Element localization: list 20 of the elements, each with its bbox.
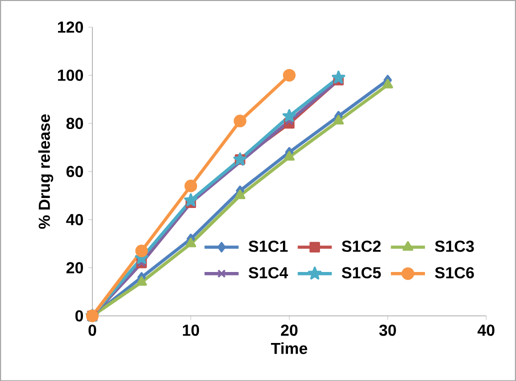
y-tick-label: 20 <box>66 262 83 274</box>
legend-label: S1C4 <box>248 266 288 278</box>
x-tick-label: 0 <box>88 324 96 336</box>
y-tick-label: 100 <box>58 69 83 81</box>
legend-label: S1C2 <box>342 240 381 252</box>
y-axis-title: % Drug release <box>38 114 54 229</box>
legend-label: S1C5 <box>342 266 381 278</box>
y-tick-label: 120 <box>58 21 83 33</box>
y-tick-label: 0 <box>75 310 83 322</box>
x-axis-title: Time <box>270 342 308 354</box>
x-tick-label: 30 <box>379 324 396 336</box>
legend-label: S1C6 <box>434 266 474 278</box>
y-tick-label: 40 <box>66 214 83 226</box>
legend-label: S1C3 <box>434 240 474 252</box>
x-tick-label: 40 <box>478 324 494 336</box>
y-tick-label: 60 <box>66 166 83 178</box>
x-tick-label: 20 <box>280 324 298 336</box>
y-tick-label: 80 <box>66 118 83 129</box>
legend-label: S1C1 <box>248 240 288 252</box>
x-tick-label: 10 <box>182 324 200 336</box>
